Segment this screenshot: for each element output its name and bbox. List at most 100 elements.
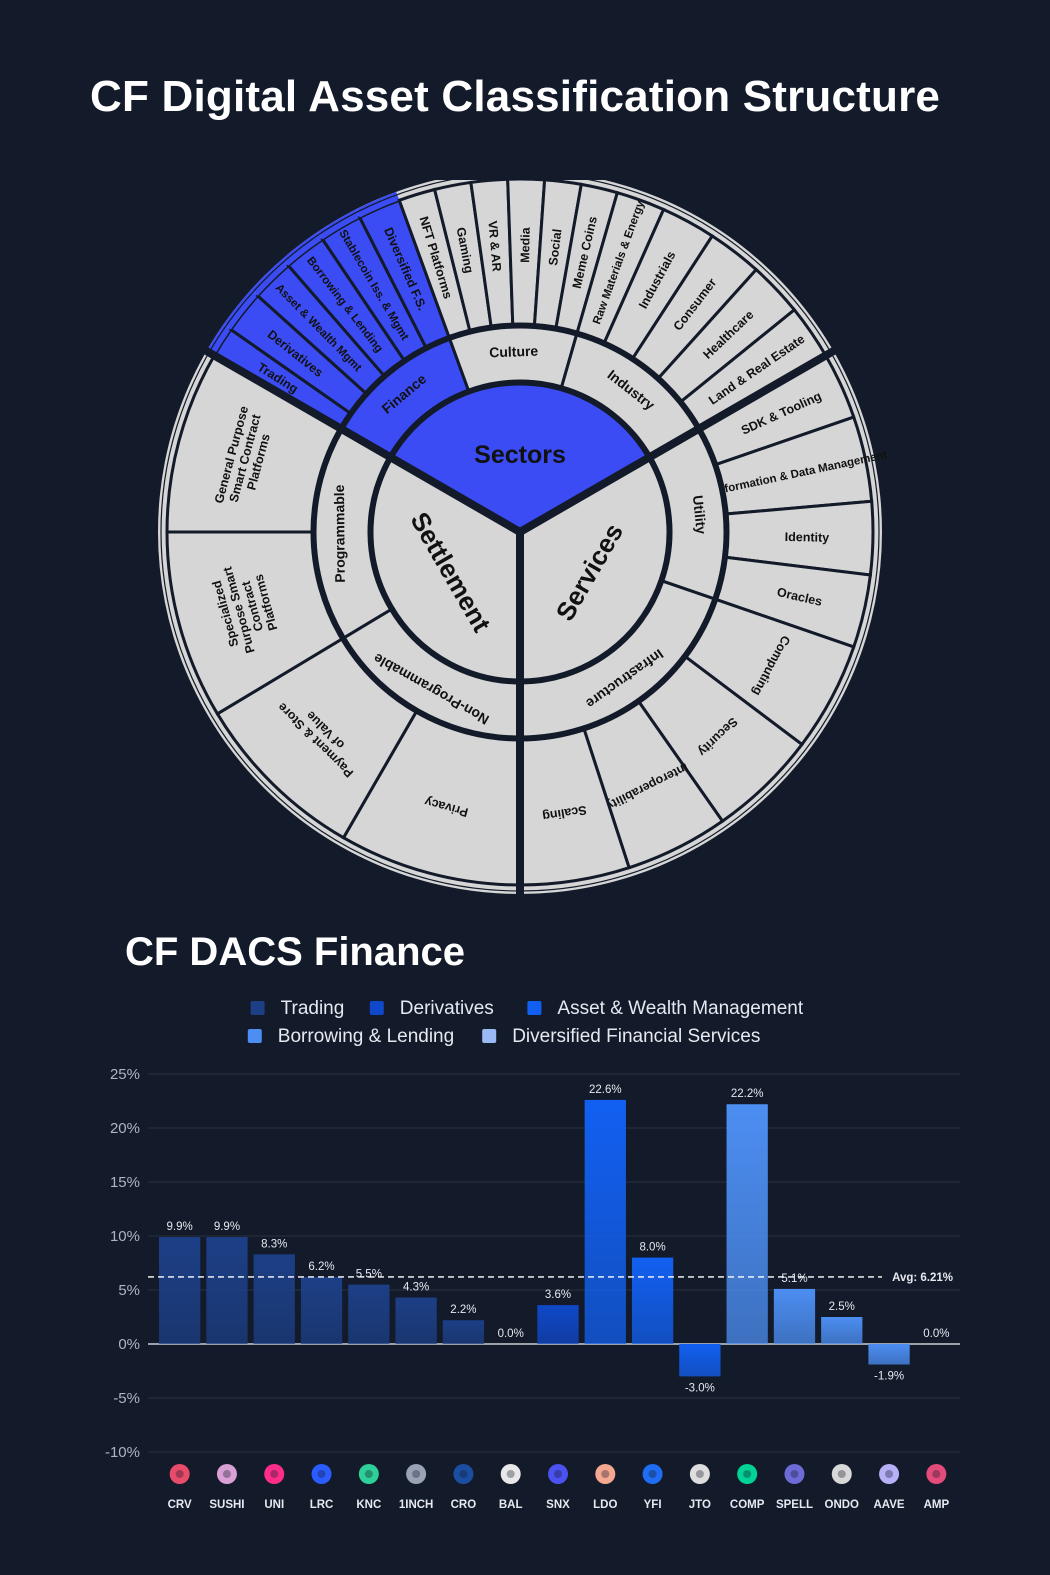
legend-label-asset-and-wealth-management: Asset & Wealth Management — [557, 998, 803, 1019]
ondo-icon-glyph — [837, 1470, 846, 1478]
bar-value-label: 6.2% — [308, 1261, 334, 1273]
subindustry-rim — [250, 258, 289, 296]
bal-icon — [500, 1464, 521, 1484]
ring-border — [368, 380, 672, 684]
bar-aave[interactable] — [868, 1344, 910, 1365]
bar-knc[interactable] — [348, 1284, 390, 1344]
bar-value-label: 22.6% — [589, 1084, 622, 1096]
page-title: CF Digital Asset Classification Structur… — [90, 72, 941, 121]
legend-swatch-diversified-financial-services — [482, 1029, 497, 1043]
snx-icon-glyph — [554, 1470, 562, 1478]
bar-ondo[interactable] — [821, 1317, 863, 1344]
x-tick-label-knc: KNC — [356, 1499, 381, 1511]
subindustry-label: Social — [546, 228, 564, 266]
bar-value-label: -3.0% — [685, 1382, 715, 1394]
subindustry-rim — [317, 209, 360, 240]
yfi-icon-glyph — [648, 1470, 657, 1478]
subindustry-label: Identity — [785, 530, 830, 545]
bal-icon-glyph — [506, 1470, 515, 1478]
yfi-icon — [642, 1464, 663, 1484]
bar-value-label: 3.6% — [545, 1289, 571, 1301]
bar-lrc[interactable] — [300, 1277, 343, 1344]
bar-uni[interactable] — [253, 1254, 295, 1344]
average-label: Avg: 6.21% — [892, 1272, 953, 1284]
industry-label: Utility — [690, 495, 710, 535]
cro-icon — [453, 1464, 474, 1484]
x-tick-label-yfi: YFI — [644, 1499, 662, 1511]
amp-icon-glyph — [932, 1470, 941, 1478]
x-tick-label-snx: SNX — [546, 1499, 570, 1511]
uni-icon-glyph — [270, 1470, 279, 1478]
bar-ldo[interactable] — [584, 1099, 626, 1344]
bar-chart: Trading Derivatives Asset & Wealth Managem… — [105, 998, 960, 1511]
subindustry-rim — [206, 324, 231, 356]
x-tick-label-aave: AAVE — [874, 1499, 905, 1511]
bar-crv[interactable] — [159, 1237, 201, 1344]
1inch-icon — [406, 1464, 427, 1484]
sector-divider — [202, 346, 523, 536]
legend-label-borrowing-and-lending: Borrowing & Lending — [278, 1026, 454, 1047]
legend-swatch-borrowing-and-lending — [247, 1029, 262, 1043]
spell-icon-glyph — [790, 1470, 799, 1478]
bar-value-label: 2.2% — [450, 1304, 476, 1316]
bar-value-label: 8.0% — [639, 1242, 665, 1254]
bar-value-label: 0.0% — [923, 1328, 949, 1340]
amp-icon — [926, 1464, 947, 1484]
bar-spell[interactable] — [773, 1288, 816, 1344]
uni-icon — [264, 1464, 285, 1484]
bar-value-label: 2.5% — [829, 1301, 855, 1313]
x-tick-label-spell: SPELL — [776, 1499, 813, 1511]
aave-icon — [879, 1464, 900, 1484]
bar-value-label: 22.2% — [731, 1088, 764, 1100]
y-tick-label: -10% — [105, 1444, 140, 1461]
bar-sushi[interactable] — [206, 1237, 248, 1344]
subindustry-label: Scaling — [541, 803, 587, 824]
bar-cro[interactable] — [442, 1320, 485, 1344]
crv-icon — [169, 1464, 190, 1484]
snx-icon — [548, 1464, 568, 1484]
x-tick-label-uni: UNI — [264, 1499, 284, 1511]
subindustry-rim — [223, 289, 258, 330]
ldo-icon-glyph — [601, 1470, 610, 1478]
y-tick-label: 5% — [118, 1282, 140, 1299]
lrc-icon — [311, 1464, 332, 1484]
subindustry-rim — [282, 231, 323, 266]
x-tick-label-bal: BAL — [499, 1499, 523, 1511]
bar-value-label: 5.1% — [781, 1273, 807, 1285]
x-tick-label-sushi: SUSHI — [209, 1499, 244, 1511]
x-tick-label-comp: COMP — [730, 1499, 765, 1511]
bar-yfi[interactable] — [631, 1257, 674, 1344]
y-tick-label: 10% — [110, 1228, 140, 1245]
y-tick-label: 0% — [118, 1336, 140, 1353]
y-tick-label: 15% — [110, 1174, 140, 1191]
bar-jto[interactable] — [679, 1344, 721, 1377]
y-tick-label: 20% — [110, 1120, 140, 1137]
knc-icon-glyph — [364, 1470, 373, 1478]
legend-label-diversified-financial-services: Diversified Financial Services — [512, 1026, 760, 1047]
sushi-icon-glyph — [222, 1470, 231, 1478]
legend-label-derivatives: Derivatives — [400, 998, 494, 1019]
subindustry-label: VR & AR — [485, 220, 503, 272]
ldo-icon — [595, 1464, 616, 1484]
y-tick-label: -5% — [113, 1390, 140, 1407]
jto-icon-glyph — [695, 1470, 704, 1478]
x-tick-label-jto: JTO — [689, 1499, 711, 1511]
bar-value-label: 8.3% — [261, 1238, 287, 1250]
cro-icon-glyph — [459, 1470, 468, 1478]
bar-value-label: 4.3% — [403, 1282, 429, 1294]
lrc-icon-glyph — [317, 1470, 326, 1478]
jto-icon — [689, 1464, 710, 1484]
industry-label: Culture — [489, 343, 539, 361]
x-tick-label-crv: CRV — [168, 1499, 192, 1511]
sushi-icon — [216, 1464, 237, 1484]
bar-snx[interactable] — [537, 1305, 579, 1344]
bar-value-label: -1.9% — [874, 1371, 904, 1383]
legend-swatch-asset-and-wealth-management — [527, 1001, 542, 1015]
y-tick-label: 25% — [110, 1066, 140, 1083]
sector-divider — [518, 346, 838, 536]
1inch-icon-glyph — [412, 1470, 421, 1478]
comp-icon-glyph — [743, 1470, 752, 1478]
bar-1inch[interactable] — [395, 1297, 437, 1344]
bar-comp[interactable] — [726, 1104, 768, 1344]
